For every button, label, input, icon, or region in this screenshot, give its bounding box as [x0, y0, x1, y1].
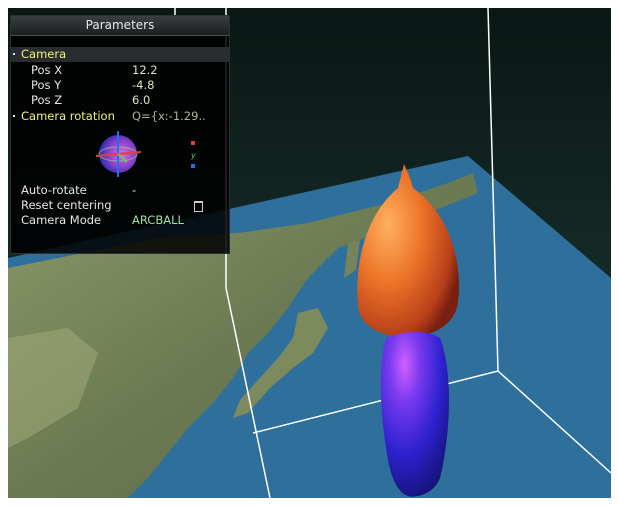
- panel-title: Parameters: [11, 16, 229, 36]
- camera-mode-label: Camera Mode: [21, 213, 102, 227]
- land-highlight: [8, 328, 98, 448]
- x-axis-marker: [191, 141, 195, 145]
- y-axis-line: [117, 153, 128, 163]
- pos-z-row[interactable]: Pos Z 6.0: [11, 93, 229, 108]
- group-marker: [13, 115, 15, 117]
- sakhalin-island: [344, 240, 360, 278]
- pos-z-label: Pos Z: [31, 93, 63, 107]
- auto-rotate-row[interactable]: Auto-rotate -: [11, 183, 229, 198]
- rotation-gizmo[interactable]: y: [91, 126, 211, 181]
- reset-centering-button[interactable]: [194, 201, 203, 212]
- camera-rotation-label: Camera rotation: [21, 109, 115, 123]
- camera-rotation-row[interactable]: Camera rotation Q={x:-1.29..: [11, 109, 229, 124]
- auto-rotate-value[interactable]: -: [132, 183, 137, 197]
- camera-rotation-value[interactable]: Q={x:-1.29..: [132, 109, 206, 123]
- pos-y-value[interactable]: -4.8: [132, 78, 155, 92]
- pos-z-value[interactable]: 6.0: [132, 93, 151, 107]
- pos-y-label: Pos Y: [31, 78, 62, 92]
- parameters-panel[interactable]: Parameters Camera Pos X 12.2 Pos Y -4.8 …: [10, 15, 230, 254]
- pos-x-value[interactable]: 12.2: [132, 63, 158, 77]
- reset-centering-row[interactable]: Reset centering: [11, 198, 229, 213]
- camera-mode-value[interactable]: ARCBALL: [132, 213, 184, 227]
- japan-islands: [233, 308, 328, 418]
- camera-mode-row[interactable]: Camera Mode ARCBALL: [11, 213, 229, 228]
- camera-group-row[interactable]: Camera: [11, 47, 229, 62]
- camera-group-label: Camera: [21, 47, 67, 61]
- y-axis-label: y: [190, 151, 196, 160]
- pos-x-label: Pos X: [31, 63, 63, 77]
- continent-land: [8, 173, 478, 498]
- reset-centering-label: Reset centering: [21, 198, 112, 212]
- pos-y-row[interactable]: Pos Y -4.8: [11, 78, 229, 93]
- pos-x-row[interactable]: Pos X 12.2: [11, 63, 229, 78]
- z-axis-marker: [191, 164, 195, 168]
- blue-lobe: [380, 332, 449, 497]
- orange-lobe: [357, 164, 459, 338]
- group-marker: [13, 53, 15, 55]
- auto-rotate-label: Auto-rotate: [21, 183, 87, 197]
